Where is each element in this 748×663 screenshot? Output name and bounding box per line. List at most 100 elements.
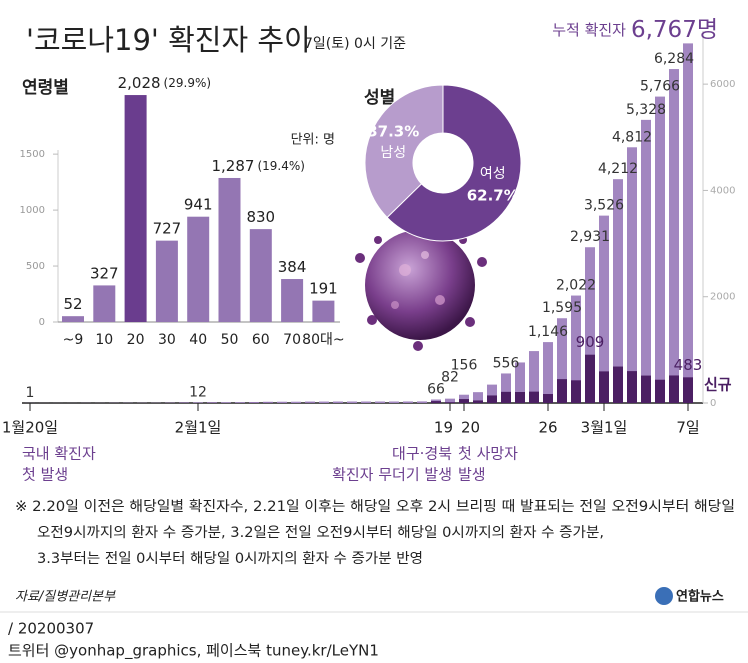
bar bbox=[218, 177, 241, 322]
value-label: 6,767명 bbox=[631, 17, 718, 43]
footer-date: / 20200307 bbox=[8, 620, 94, 638]
bar bbox=[124, 95, 147, 322]
bar bbox=[319, 401, 329, 403]
bar bbox=[375, 401, 385, 403]
x-tick-label: 2월1일 bbox=[175, 419, 222, 437]
bar bbox=[281, 279, 304, 322]
value-label: 483 bbox=[674, 356, 703, 374]
logo-icon bbox=[655, 587, 673, 605]
bar bbox=[207, 402, 217, 403]
value-label: 2,022 bbox=[556, 278, 596, 294]
bar bbox=[473, 392, 483, 403]
virus-illustration bbox=[355, 223, 487, 351]
value-label: 2,931 bbox=[570, 229, 610, 245]
value-label-number: 384 bbox=[278, 258, 307, 276]
bar bbox=[501, 391, 511, 403]
pie-category-label: 여성 bbox=[480, 166, 506, 182]
value-label: 1,146 bbox=[528, 324, 568, 340]
bar bbox=[459, 394, 469, 403]
value-label-share: (19.4%) bbox=[257, 158, 304, 172]
value-label-number: 1,287 bbox=[212, 156, 255, 174]
bar bbox=[347, 401, 357, 403]
virus-spike bbox=[355, 253, 365, 263]
value-label: 909 bbox=[576, 333, 605, 351]
x-tick-label: 40 bbox=[189, 332, 207, 348]
bar bbox=[543, 394, 553, 403]
virus-dot bbox=[391, 301, 399, 309]
bar bbox=[571, 380, 581, 403]
y2-tick-label: 0 bbox=[710, 398, 716, 409]
x-tick-label: 26 bbox=[538, 419, 557, 437]
pie-category-label: 남성 bbox=[380, 145, 406, 161]
bar bbox=[585, 354, 595, 403]
value-label-number: 327 bbox=[90, 264, 119, 282]
x-tick-label: 3월1일 bbox=[581, 419, 628, 437]
bar bbox=[529, 351, 539, 403]
x-tick-label: 20 bbox=[461, 419, 480, 437]
x-tick-label: 80대~ bbox=[302, 332, 344, 348]
bar bbox=[627, 147, 637, 403]
page-subtitle: 7일(토) 0시 기준 bbox=[304, 36, 406, 52]
value-label: 4,812 bbox=[612, 129, 652, 145]
bar bbox=[501, 373, 511, 403]
bar bbox=[93, 285, 116, 322]
event-label: 확진자 무더기 발생 bbox=[332, 466, 452, 484]
x-tick-label: 10 bbox=[95, 332, 113, 348]
bar bbox=[473, 400, 483, 403]
y2-tick-label: 6000 bbox=[710, 79, 735, 90]
value-label: 727 bbox=[153, 219, 182, 237]
value-label-number: 191 bbox=[309, 279, 338, 297]
footnote: ※ 2.20일 이전은 해당일별 확진자수, 2.21일 이후는 해당일 오후 … bbox=[15, 499, 735, 515]
cumulative-headline: 누적 확진자 6,767명 bbox=[552, 17, 718, 43]
bar bbox=[557, 318, 567, 403]
value-label-number: 727 bbox=[153, 219, 182, 237]
event-label: 첫 발생 bbox=[22, 466, 68, 484]
x-tick-label: 60 bbox=[252, 332, 270, 348]
bar bbox=[62, 316, 84, 322]
x-tick-label: 1월20일 bbox=[2, 419, 58, 437]
bar bbox=[613, 366, 623, 403]
pie-slice bbox=[364, 84, 444, 219]
value-label: 5,766 bbox=[640, 79, 680, 95]
bar bbox=[361, 401, 371, 403]
x-tick-label: 70 bbox=[283, 332, 301, 348]
bar bbox=[571, 295, 581, 403]
value-label: 4,212 bbox=[598, 161, 638, 177]
page-title: '코로나19' 확진자 추이 bbox=[26, 23, 311, 57]
bar bbox=[655, 96, 665, 404]
bar bbox=[403, 401, 413, 403]
source: 자료/질병관리본부 bbox=[15, 590, 116, 605]
bar bbox=[291, 401, 301, 403]
value-label: 1,595 bbox=[542, 300, 582, 316]
value-label: 1 bbox=[26, 385, 35, 401]
value-label: 830 bbox=[246, 208, 275, 226]
bar bbox=[655, 379, 665, 403]
value-label: 6,284 bbox=[654, 51, 694, 67]
value-label-share: (29.9%) bbox=[164, 76, 211, 90]
legend-label: 누적 확진자 bbox=[552, 21, 626, 39]
bar bbox=[683, 377, 693, 403]
event-label: 첫 사망자 bbox=[458, 445, 518, 463]
age-chart-unit: 단위: 명 bbox=[291, 133, 335, 148]
bar bbox=[431, 401, 441, 403]
value-label: 191 bbox=[309, 279, 338, 297]
age-chart-title: 연령별 bbox=[22, 77, 69, 98]
virus-spike bbox=[477, 257, 487, 267]
value-label: 384 bbox=[278, 258, 307, 276]
x-tick-label: 30 bbox=[158, 332, 176, 348]
bar bbox=[585, 247, 595, 403]
bar bbox=[627, 371, 637, 403]
value-label: 2,028 (29.9%) bbox=[118, 74, 211, 92]
virus-dot bbox=[421, 251, 429, 259]
virus-spike bbox=[367, 315, 377, 325]
bar bbox=[529, 391, 539, 403]
value-label-number: 941 bbox=[184, 195, 213, 213]
bar bbox=[305, 401, 315, 403]
bar bbox=[669, 375, 679, 403]
value-label: 941 bbox=[184, 195, 213, 213]
bar bbox=[155, 240, 178, 322]
x-tick-label: 20 bbox=[127, 332, 145, 348]
bar bbox=[179, 402, 189, 403]
pie-slice bbox=[386, 84, 522, 242]
